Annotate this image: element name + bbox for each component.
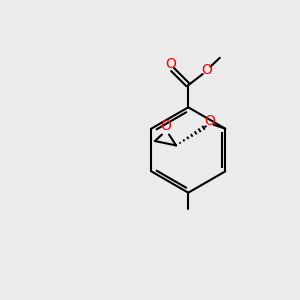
Text: O: O (201, 63, 212, 77)
Text: O: O (160, 119, 171, 133)
Text: O: O (205, 114, 215, 128)
Text: O: O (165, 57, 176, 71)
